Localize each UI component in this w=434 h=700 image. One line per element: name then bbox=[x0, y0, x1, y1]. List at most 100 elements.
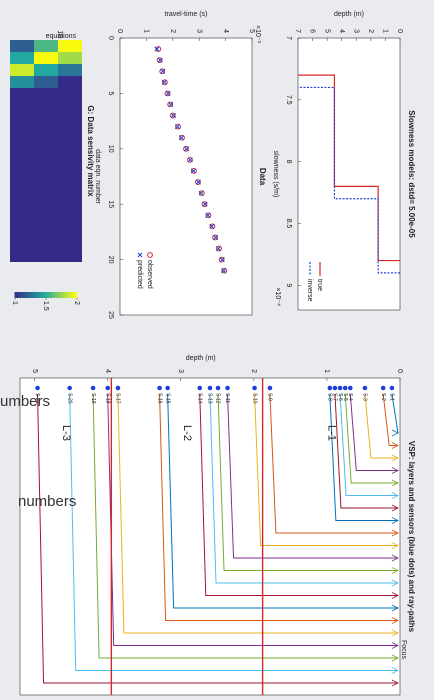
sensor bbox=[115, 385, 121, 391]
data-point bbox=[167, 101, 174, 108]
ray-path bbox=[117, 393, 398, 634]
sensor bbox=[165, 385, 170, 391]
heatmap-cell bbox=[58, 64, 82, 76]
chart-title: Slowness models: dstd= 5.00e-05 bbox=[407, 110, 416, 238]
y-tick-label: 2 bbox=[367, 29, 374, 33]
ray-arrow bbox=[391, 592, 399, 599]
ray-arrow bbox=[391, 667, 399, 674]
sensor-label: S-2 bbox=[380, 393, 386, 401]
axis-label: depth (m) bbox=[186, 355, 216, 362]
heatmap-cell bbox=[10, 136, 34, 148]
sensor-label: S-5 bbox=[342, 393, 348, 401]
y-tick-label: 5 bbox=[31, 369, 38, 373]
data-point bbox=[215, 245, 222, 252]
data-point bbox=[191, 168, 197, 174]
heatmap-cell bbox=[10, 64, 34, 76]
sensor bbox=[342, 385, 348, 391]
ray-path bbox=[344, 393, 398, 484]
data-point bbox=[209, 223, 216, 230]
ray-path bbox=[159, 393, 398, 621]
data-point bbox=[183, 146, 190, 152]
colorbar bbox=[57, 292, 62, 298]
data-point bbox=[194, 179, 201, 185]
x-tick-label: 20 bbox=[107, 256, 114, 264]
ray-arrow bbox=[391, 442, 399, 449]
axes-box bbox=[19, 377, 401, 696]
sensor-label: S-7 bbox=[332, 393, 338, 401]
data-point bbox=[164, 90, 171, 97]
axis-label: depth (m) bbox=[334, 11, 364, 18]
ray-arrow bbox=[391, 542, 399, 549]
chart-title: Data bbox=[258, 168, 267, 186]
ray-arrow bbox=[391, 567, 399, 574]
sensor bbox=[197, 385, 203, 391]
data-point bbox=[201, 201, 208, 208]
axis-label: data eqn. number bbox=[94, 149, 101, 205]
data-point bbox=[154, 46, 160, 52]
heatmap-cell bbox=[10, 52, 34, 64]
heatmap-cell bbox=[10, 88, 34, 100]
data-point bbox=[187, 157, 193, 163]
colorbar-tick-label: 2 bbox=[73, 301, 80, 305]
sensor-label: S-18 bbox=[104, 393, 110, 404]
axis-multiplier: ×10⁻⁴ bbox=[274, 287, 281, 306]
ray-path bbox=[69, 393, 398, 671]
sensor bbox=[362, 385, 368, 391]
x-tick-label: 10 bbox=[107, 145, 114, 153]
ray-path bbox=[254, 393, 398, 546]
y-tick-label: 0 bbox=[396, 369, 403, 373]
colorbar bbox=[51, 292, 56, 298]
sensor-label: S-10 bbox=[251, 393, 257, 404]
y-tick-label: 2 bbox=[250, 369, 257, 373]
ray-arrow bbox=[391, 492, 399, 499]
layer-label: L-1 bbox=[325, 425, 337, 441]
heatmap-cell bbox=[10, 100, 34, 112]
heatmap-cell bbox=[34, 148, 58, 160]
data-point bbox=[170, 113, 176, 119]
x-tick-label: 9 bbox=[285, 283, 292, 287]
heatmap-cell bbox=[10, 40, 34, 52]
heatmap-cell bbox=[58, 40, 82, 52]
data-point bbox=[160, 68, 166, 74]
x-tick-label: 7.5 bbox=[285, 95, 292, 105]
axis-label: slowness (s/m) bbox=[272, 151, 279, 198]
heatmap-cell bbox=[58, 88, 82, 100]
colorbar bbox=[64, 292, 68, 298]
sensor-label: S-16 bbox=[156, 393, 162, 404]
data-point bbox=[187, 156, 193, 163]
sensor-label: S-3 bbox=[362, 393, 368, 401]
ray-arrow bbox=[391, 642, 399, 649]
overlay-text: umbers bbox=[0, 393, 50, 410]
legend-swatch bbox=[147, 252, 153, 258]
sensor bbox=[337, 385, 343, 391]
y-tick-label: 7 bbox=[294, 29, 301, 33]
legend-label: predicted bbox=[136, 260, 143, 289]
data-point bbox=[198, 190, 204, 196]
data-point bbox=[195, 179, 201, 185]
colorbar bbox=[17, 292, 22, 298]
series-line bbox=[298, 74, 400, 262]
data-point bbox=[178, 135, 185, 141]
sensor bbox=[67, 385, 72, 391]
sensor bbox=[105, 385, 110, 391]
sensor bbox=[90, 385, 96, 391]
sensor-label: S-21 bbox=[34, 393, 40, 404]
x-tick-label: 25 bbox=[107, 311, 114, 319]
ray-arrow bbox=[391, 679, 399, 687]
sensor bbox=[157, 385, 162, 391]
ray-arrow bbox=[391, 429, 399, 437]
sensor bbox=[252, 385, 257, 391]
sensor bbox=[332, 385, 338, 391]
colorbar bbox=[73, 292, 77, 298]
heatmap-cell bbox=[10, 148, 34, 160]
ray-arrow bbox=[391, 617, 399, 624]
sensor bbox=[225, 385, 230, 391]
y-tick-label: 1 bbox=[323, 369, 330, 373]
axis-label: travel-time (s) bbox=[165, 11, 208, 18]
data-point bbox=[157, 57, 163, 63]
sensor bbox=[389, 385, 395, 391]
sensor-label: S-4 bbox=[347, 393, 353, 401]
heatmap-cell bbox=[58, 52, 82, 64]
heatmap-cell bbox=[34, 136, 58, 148]
